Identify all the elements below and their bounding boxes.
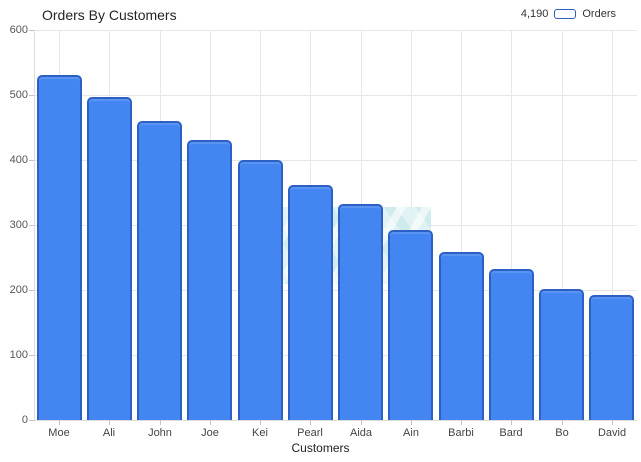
h-gridline: [34, 30, 637, 31]
x-tick-label: David: [597, 427, 627, 439]
x-axis-title: Customers: [291, 441, 350, 455]
x-tick-label: Barbi: [448, 427, 474, 439]
bar-bo[interactable]: [539, 289, 584, 420]
legend-item-orders[interactable]: 4,190 Orders: [521, 8, 616, 20]
bar-ali[interactable]: [87, 97, 132, 420]
x-tick-label: Ain: [403, 427, 419, 439]
bar-pearl[interactable]: [288, 185, 333, 420]
v-gridline: [612, 30, 613, 420]
h-gridline: [34, 420, 637, 421]
x-tick-label: Ali: [102, 427, 116, 439]
y-tick-label: 200: [9, 284, 28, 296]
h-gridline: [34, 290, 637, 291]
x-tick-label: Kei: [252, 427, 268, 439]
y-tick-label: 500: [9, 89, 28, 101]
y-axis-tick: [29, 160, 34, 161]
x-axis-tick: [612, 420, 613, 425]
x-axis-tick: [461, 420, 462, 425]
x-axis-tick: [59, 420, 60, 425]
bar-joe[interactable]: [187, 140, 232, 420]
y-axis-tick: [29, 95, 34, 96]
bar-bard[interactable]: [489, 269, 534, 420]
bar-moe[interactable]: [37, 75, 82, 420]
h-gridline: [34, 160, 637, 161]
bar-david[interactable]: [589, 295, 634, 420]
x-axis-tick: [210, 420, 211, 425]
y-axis-line: [34, 30, 35, 420]
x-tick-label: Bard: [499, 427, 523, 439]
y-tick-label: 0: [21, 414, 28, 426]
x-axis-tick: [361, 420, 362, 425]
v-gridline: [562, 30, 563, 420]
bar-aida[interactable]: [338, 204, 383, 420]
x-axis-tick: [109, 420, 110, 425]
legend-series-label: Orders: [582, 8, 616, 20]
x-tick-label: Moe: [48, 427, 70, 439]
y-axis-tick: [29, 290, 34, 291]
h-gridline: [34, 95, 637, 96]
y-tick-label: 300: [9, 219, 28, 231]
y-axis-tick: [29, 30, 34, 31]
x-tick-label: Pearl: [297, 427, 323, 439]
legend-swatch-icon: [554, 9, 577, 19]
y-axis-tick: [29, 355, 34, 356]
bar-barbi[interactable]: [439, 252, 484, 420]
y-tick-label: 100: [9, 349, 28, 361]
bar-ain[interactable]: [388, 230, 433, 420]
x-axis-tick: [562, 420, 563, 425]
x-axis-tick: [310, 420, 311, 425]
x-tick-label: Joe: [201, 427, 219, 439]
v-gridline: [511, 30, 512, 420]
bar-john[interactable]: [137, 121, 182, 420]
v-gridline: [461, 30, 462, 420]
legend-total: 4,190: [520, 8, 549, 20]
x-axis-tick: [411, 420, 412, 425]
x-tick-label: Bo: [555, 427, 569, 439]
x-axis-tick: [260, 420, 261, 425]
x-tick-label: John: [148, 427, 172, 439]
x-axis-tick: [511, 420, 512, 425]
x-tick-label: Aida: [349, 427, 373, 439]
chart-title: Orders By Customers: [42, 7, 177, 23]
x-axis-tick: [160, 420, 161, 425]
plot-area: [34, 30, 637, 421]
y-tick-label: 600: [9, 24, 28, 36]
y-axis-tick: [29, 225, 34, 226]
h-gridline: [34, 355, 637, 356]
y-tick-label: 400: [9, 154, 28, 166]
y-axis-tick: [29, 420, 34, 421]
bar-kei[interactable]: [238, 160, 283, 420]
